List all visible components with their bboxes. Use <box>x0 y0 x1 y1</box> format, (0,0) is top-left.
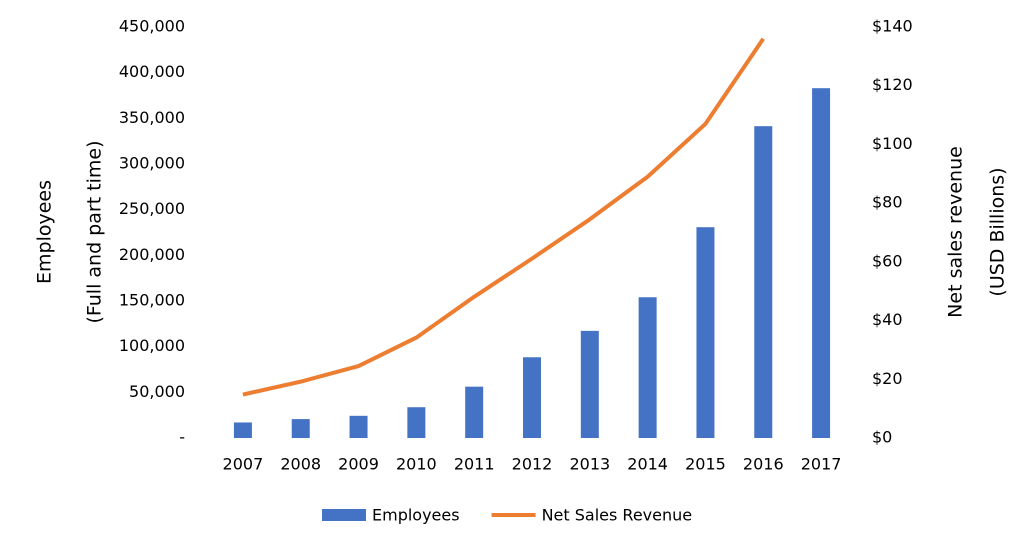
y-axis-label: (Full and part time) <box>84 140 106 323</box>
bar <box>465 386 484 438</box>
x-tick-label: 2016 <box>743 455 784 474</box>
legend-swatch <box>322 509 366 521</box>
y2-tick-label: $40 <box>872 310 903 329</box>
x-tick-label: 2007 <box>223 455 264 474</box>
y2-axis-label: Net sales revenue <box>945 146 967 318</box>
y-tick-label: 350,000 <box>119 108 185 127</box>
y-tick-label: 50,000 <box>129 382 185 401</box>
y2-tick-label: $140 <box>872 17 913 36</box>
y2-tick-label: $0 <box>872 428 892 447</box>
x-tick-label: 2012 <box>512 455 553 474</box>
x-tick-label: 2015 <box>685 455 726 474</box>
bar <box>291 419 310 438</box>
bar <box>696 227 715 438</box>
x-tick-label: 2017 <box>801 455 842 474</box>
x-tick-label: 2009 <box>338 455 379 474</box>
bar <box>580 330 599 438</box>
y-tick-label: 100,000 <box>119 336 185 355</box>
bar <box>638 297 657 438</box>
line <box>242 37 765 397</box>
bar <box>523 357 541 438</box>
x-tick-label: 2013 <box>569 455 610 474</box>
y-tick-label: 300,000 <box>119 154 185 173</box>
y-tick-label: 200,000 <box>119 245 185 264</box>
y-tick-label: 250,000 <box>119 199 185 218</box>
x-tick-label: 2011 <box>454 455 495 474</box>
y-tick-label: 400,000 <box>119 62 185 81</box>
legend-label: Employees <box>372 506 460 525</box>
x-tick-label: 2008 <box>280 455 321 474</box>
bar <box>754 126 773 439</box>
y2-tick-label: $60 <box>872 251 903 270</box>
y-tick-label: 150,000 <box>119 291 185 310</box>
y-tick-label: - <box>179 428 185 447</box>
x-tick-label: 2014 <box>627 455 668 474</box>
y2-tick-label: $80 <box>872 193 903 212</box>
bar <box>812 88 831 439</box>
bar <box>233 422 252 438</box>
bar <box>349 415 368 438</box>
y2-tick-label: $20 <box>872 369 903 388</box>
y2-tick-label: $120 <box>872 75 913 94</box>
y-axis-label: Employees <box>34 180 56 284</box>
bar <box>407 407 426 438</box>
y2-tick-label: $100 <box>872 134 913 153</box>
x-tick-label: 2010 <box>396 455 437 474</box>
y2-axis-label: (USD Billions) <box>987 167 1009 296</box>
y-tick-label: 450,000 <box>119 17 185 36</box>
legend-label: Net Sales Revenue <box>542 506 693 525</box>
